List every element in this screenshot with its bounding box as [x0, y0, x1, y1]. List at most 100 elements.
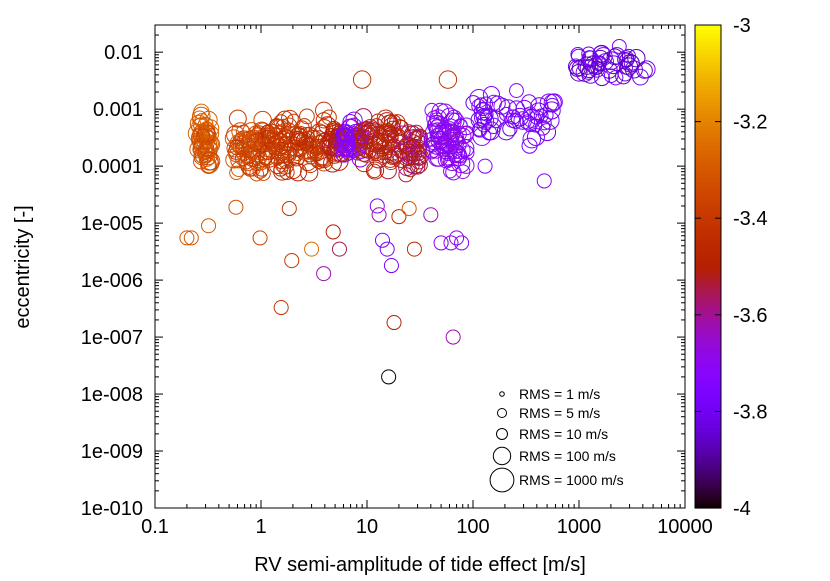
colorbar-strip — [695, 93, 721, 99]
data-point — [331, 241, 348, 257]
colorbar-strip — [695, 266, 721, 272]
data-point — [365, 161, 385, 180]
data-point — [505, 109, 521, 125]
data-point — [435, 103, 455, 122]
colorbar-gradient — [695, 25, 721, 509]
data-point — [371, 207, 387, 223]
data-point — [403, 163, 418, 178]
colorbar-strip — [695, 298, 721, 304]
data-point — [428, 119, 447, 138]
data-point — [351, 150, 369, 168]
colorbar-strip — [695, 411, 721, 417]
data-point — [536, 173, 552, 189]
data-point — [228, 147, 243, 162]
y-tick-label: 0.001 — [93, 99, 143, 121]
colorbar-strip — [695, 459, 721, 465]
colorbar-strip — [695, 499, 721, 505]
colorbar-strip — [695, 121, 721, 127]
data-point — [450, 125, 467, 143]
colorbar-strip — [695, 69, 721, 74]
data-point — [590, 60, 605, 75]
colorbar-strip — [695, 439, 721, 445]
size-legend-marker — [499, 391, 505, 397]
x-axis-ticks: 0.1 1 10 100 1000 10000 — [141, 25, 713, 538]
colorbar-strip — [695, 218, 721, 223]
colorbar-strip — [695, 367, 721, 372]
data-point — [355, 126, 375, 145]
colorbar-strip — [695, 198, 721, 203]
data-point — [358, 124, 376, 142]
data-point — [519, 114, 536, 130]
colorbar-strip — [695, 347, 721, 352]
y-tick-label: 1e-010 — [81, 498, 143, 520]
data-point — [477, 158, 493, 174]
colorbar-strip — [695, 238, 721, 243]
y-axis-ticks: 0.01 0.001 0.0001 1e-005 1e-006 1e-007 1e-008 1… — [81, 24, 685, 520]
colorbar-strip — [695, 503, 721, 509]
colorbar-tick-label: -3.8 — [733, 401, 767, 423]
data-point — [287, 148, 306, 167]
colorbar-strip — [695, 177, 721, 183]
colorbar-strip — [695, 451, 721, 457]
y-tick-label: 1e-008 — [81, 384, 143, 406]
data-point — [376, 145, 393, 161]
data-point — [261, 129, 276, 144]
colorbar-strip — [695, 278, 721, 284]
colorbar-strip — [695, 41, 721, 46]
data-point — [579, 59, 599, 78]
colorbar-strip — [695, 363, 721, 368]
colorbar-strip — [695, 137, 721, 143]
colorbar-strip — [695, 97, 721, 103]
colorbar-strip — [695, 351, 721, 356]
data-point — [272, 146, 289, 163]
data-point — [228, 199, 244, 215]
colorbar-strip — [695, 491, 721, 497]
colorbar-strip — [695, 250, 721, 256]
colorbar-strip — [695, 306, 721, 312]
colorbar-strip — [695, 37, 721, 42]
colorbar-strip — [695, 403, 721, 408]
data-point — [619, 57, 639, 76]
data-point — [201, 218, 217, 234]
data-point — [290, 132, 308, 151]
data-point — [195, 128, 211, 143]
colorbar-tick-label: -3.6 — [733, 305, 767, 327]
data-point — [428, 143, 445, 159]
data-point — [498, 106, 514, 122]
data-point — [577, 56, 597, 75]
colorbar-strip — [695, 173, 721, 179]
colorbar-strip — [695, 322, 721, 328]
data-point — [325, 224, 341, 240]
colorbar-strip — [695, 61, 721, 66]
y-tick-label: 1e-009 — [81, 441, 143, 463]
colorbar-strip — [695, 145, 721, 151]
size-legend-label: RMS = 10 m/s — [519, 426, 608, 442]
colorbar-strip — [695, 407, 721, 412]
colorbar-tick-label: -4 — [733, 498, 751, 520]
colorbar-strip — [695, 113, 721, 119]
data-point — [284, 161, 302, 180]
data-point — [199, 110, 218, 130]
colorbar-strip — [695, 202, 721, 207]
colorbar-strip — [695, 157, 721, 163]
data-point — [611, 38, 627, 54]
colorbar-strip — [695, 383, 721, 388]
data-point — [379, 161, 397, 180]
colorbar-strip — [695, 226, 721, 231]
data-point — [386, 314, 402, 331]
colorbar-strip — [695, 479, 721, 485]
data-point — [509, 83, 524, 98]
data-point — [269, 118, 286, 135]
colorbar-strip — [695, 415, 721, 421]
colorbar-strip — [695, 222, 721, 227]
data-point — [262, 137, 277, 152]
colorbar-tick-label: -3.4 — [733, 208, 767, 230]
colorbar-strip — [695, 467, 721, 473]
colorbar-strip — [695, 443, 721, 449]
data-point — [379, 241, 395, 257]
data-point — [288, 163, 308, 182]
data-point — [476, 116, 492, 133]
data-point — [537, 116, 552, 131]
colorbar-strip — [695, 475, 721, 481]
